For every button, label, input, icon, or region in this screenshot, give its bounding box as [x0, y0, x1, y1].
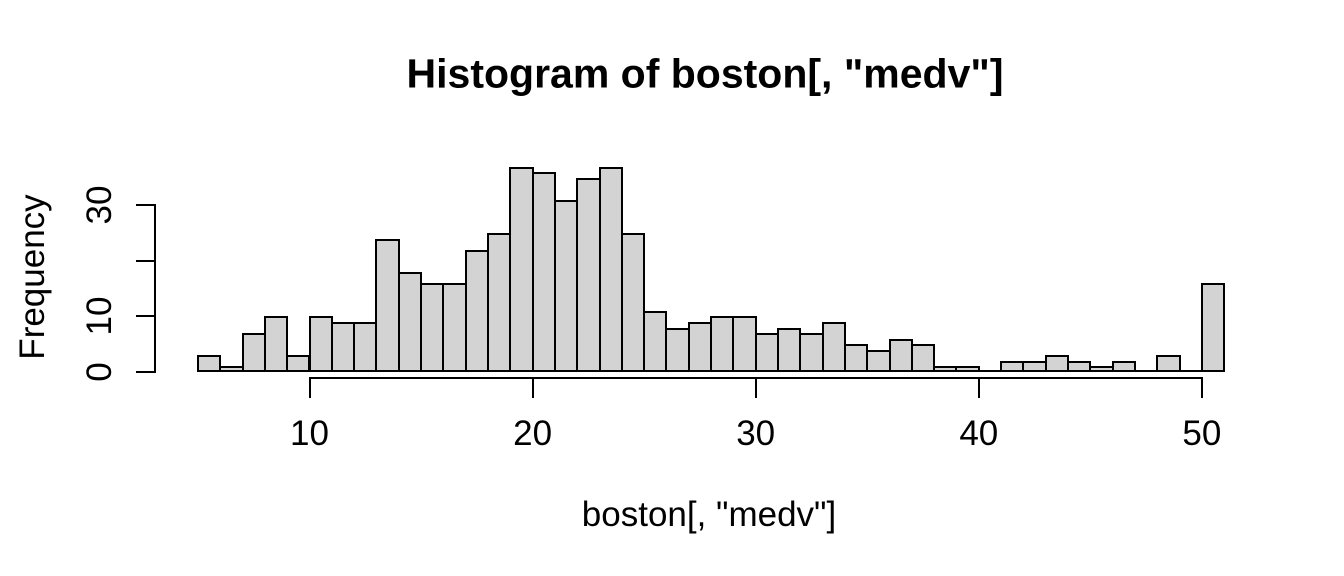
- histogram-bar-zero: [1178, 370, 1203, 372]
- histogram-bar: [910, 344, 936, 372]
- histogram-bar: [553, 199, 579, 372]
- histogram-bar: [1044, 355, 1070, 372]
- x-axis-label: boston[, "medv"]: [581, 495, 837, 534]
- histogram-bar: [531, 172, 556, 372]
- histogram-bar: [397, 272, 423, 372]
- histogram-bar: [1089, 366, 1114, 372]
- histogram-bar: [241, 333, 266, 372]
- y-tick: [136, 371, 154, 373]
- x-tick-label: 50: [1182, 414, 1222, 453]
- histogram-bar: [843, 344, 869, 372]
- histogram-bar: [219, 366, 244, 372]
- histogram-bar: [464, 249, 489, 372]
- histogram-bar: [955, 366, 980, 372]
- x-tick: [531, 377, 534, 398]
- chart-title: Histogram of boston[, "medv"]: [406, 50, 1004, 97]
- x-tick-label: 30: [736, 414, 776, 453]
- histogram-bar: [509, 166, 534, 372]
- histogram-bar: [933, 366, 958, 372]
- histogram-bar: [576, 177, 601, 372]
- histogram-bar: [196, 355, 222, 372]
- x-tick: [1200, 377, 1203, 398]
- histogram-bar: [866, 349, 891, 372]
- x-tick-label: 20: [513, 414, 553, 453]
- histogram-bar: [420, 283, 445, 372]
- histogram-bar: [1200, 283, 1226, 372]
- histogram-bar: [732, 316, 757, 372]
- histogram-bar: [799, 333, 824, 372]
- y-tick: [136, 259, 154, 262]
- histogram-bar: [1156, 355, 1181, 372]
- x-tick-label: 40: [959, 414, 999, 453]
- histogram-bar: [1022, 360, 1047, 372]
- histogram-bar: [665, 327, 690, 372]
- histogram-bar: [777, 327, 802, 372]
- histogram-bar-zero: [977, 370, 1003, 372]
- histogram-bar: [821, 322, 846, 372]
- y-tick-label: 30: [80, 185, 119, 225]
- x-tick: [308, 377, 311, 398]
- histogram-bar: [330, 322, 356, 372]
- histogram-bar: [754, 333, 779, 372]
- y-axis-line: [154, 204, 156, 373]
- y-axis-label: Frequency: [13, 194, 52, 360]
- x-tick: [754, 377, 757, 398]
- histogram-bar: [1067, 360, 1092, 372]
- histogram-bar: [1111, 360, 1136, 372]
- histogram-bar: [643, 310, 668, 372]
- histogram-bar: [1000, 360, 1025, 372]
- histogram-bar: [598, 166, 623, 372]
- histogram-bar: [286, 355, 311, 372]
- histogram-bar: [308, 316, 333, 372]
- histogram-bar: [353, 322, 378, 372]
- histogram-bar: [710, 316, 735, 372]
- histogram-bar: [888, 338, 913, 372]
- histogram-bar: [263, 316, 289, 372]
- y-tick: [136, 315, 154, 318]
- histogram-bar-zero: [1133, 370, 1159, 372]
- histogram-bar: [375, 238, 400, 372]
- y-tick-label: 10: [80, 297, 119, 336]
- x-tick: [977, 377, 980, 398]
- x-tick-label: 10: [290, 414, 329, 453]
- histogram-bar: [442, 283, 467, 372]
- histogram-bar: [687, 322, 713, 372]
- histogram-bar: [486, 233, 512, 372]
- y-tick-label: 0: [80, 362, 119, 382]
- histogram-bar: [620, 233, 646, 372]
- y-tick: [136, 204, 154, 207]
